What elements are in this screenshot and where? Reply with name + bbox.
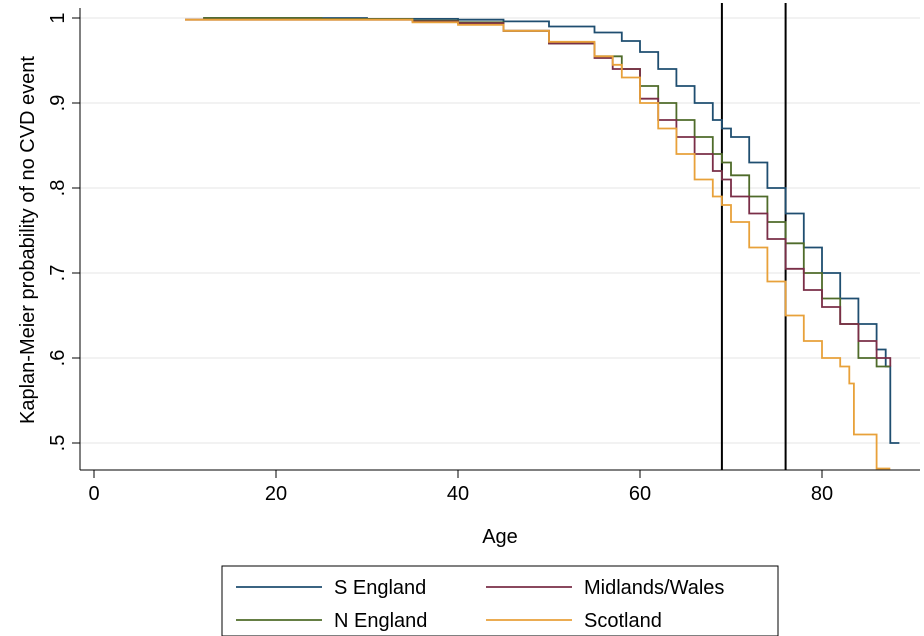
x-tick-label-4: 80	[811, 483, 833, 505]
series-line-scotland	[185, 18, 891, 470]
y-axis-title: Kaplan-Meier probability of no CVD event	[17, 56, 39, 424]
x-tick-label-2: 40	[447, 483, 469, 505]
x-tick-label-0: 0	[88, 483, 99, 505]
legend-label-n-england: N England	[334, 610, 427, 632]
x-tick-label-1: 20	[265, 483, 287, 505]
y-tick-label-2: .7	[47, 265, 69, 282]
x-axis-title: Age	[482, 526, 518, 548]
legend-label-midlands-wales: Midlands/Wales	[584, 577, 724, 599]
legend-label-scotland: Scotland	[584, 610, 662, 632]
legend-box	[221, 565, 779, 636]
series-group	[185, 17, 900, 470]
y-tick-label-5: 1	[47, 12, 69, 23]
series-line-s-england	[203, 17, 900, 444]
y-tick-label-4: .9	[47, 95, 69, 112]
y-tick-label-3: .8	[47, 180, 69, 197]
legend: S England Midlands/Wales N England Scotland	[221, 565, 779, 636]
x-axis-ticks: 0 20 40 60 80	[88, 470, 833, 505]
y-axis-ticks: .5 .6 .7 .8 .9 1	[47, 12, 80, 451]
x-tick-label-3: 60	[629, 483, 651, 505]
legend-label-s-england: S England	[334, 577, 426, 599]
gridlines	[80, 17, 920, 444]
y-tick-label-1: .6	[47, 350, 69, 367]
y-tick-label-0: .5	[47, 435, 69, 452]
